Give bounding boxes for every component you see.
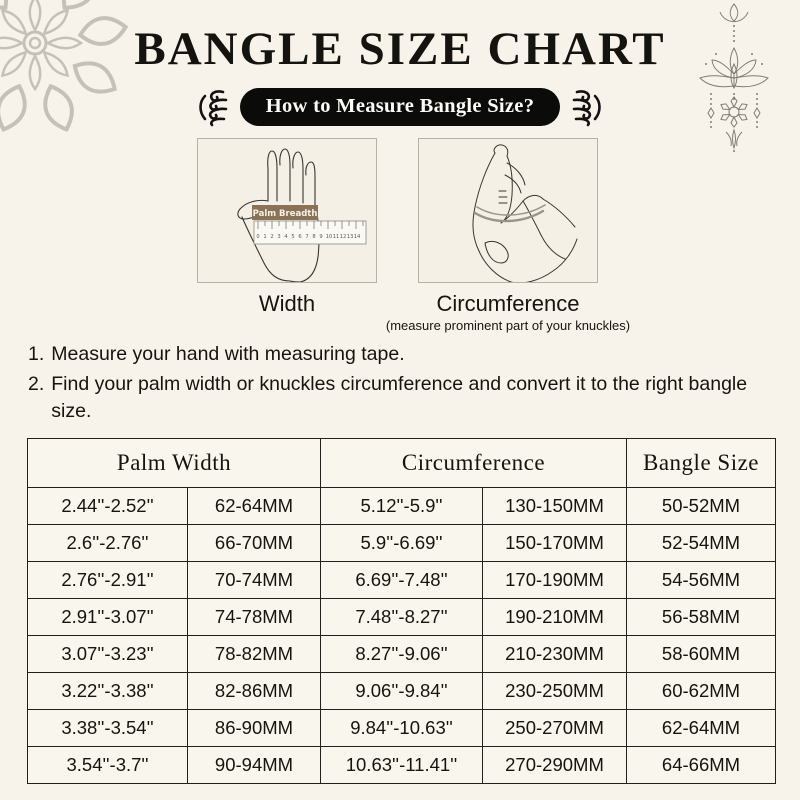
table-row: 2.76''-2.91'' 70-74MM 6.69''-7.48'' 170-… — [27, 561, 776, 599]
cell-palm-width-inch: 2.44''-2.52'' — [27, 487, 188, 525]
cell-bangle-size: 60-62MM — [626, 672, 776, 710]
table-header-row: Palm Width Circumference Bangle Size — [27, 438, 776, 488]
cell-palm-width-inch: 3.22''-3.38'' — [27, 672, 188, 710]
page-title: BANGLE SIZE CHART — [134, 23, 666, 75]
cell-bangle-size: 54-56MM — [626, 561, 776, 599]
cell-palm-width-inch: 2.6''-2.76'' — [27, 524, 188, 562]
cell-bangle-size: 58-60MM — [626, 635, 776, 673]
instruction-number: 1. — [28, 343, 45, 365]
cell-bangle-size: 56-58MM — [626, 598, 776, 636]
cell-circumference-mm: 230-250MM — [482, 672, 627, 710]
cell-circumference-inch: 9.06''-9.84'' — [320, 672, 483, 710]
svg-text:12: 12 — [340, 234, 347, 240]
svg-text:7: 7 — [305, 234, 308, 240]
list-item: 2. Find your palm width or knuckles circ… — [28, 371, 772, 426]
figure-circumference: Circumference (measure prominent part of… — [386, 138, 724, 333]
table-row: 3.38''-3.54'' 86-90MM 9.84''-10.63'' 250… — [27, 709, 776, 747]
cell-palm-width-inch: 3.54''-3.7'' — [27, 746, 188, 784]
svg-text:3: 3 — [277, 234, 280, 240]
subtitle-pill: How to Measure Bangle Size? — [239, 87, 561, 127]
column-header-bangle-size: Bangle Size — [626, 438, 776, 488]
svg-text:11: 11 — [333, 234, 340, 240]
svg-text:5: 5 — [291, 234, 294, 240]
column-header-circumference: Circumference — [320, 438, 627, 488]
table-row: 2.91''-3.07'' 74-78MM 7.48''-8.27'' 190-… — [27, 598, 776, 636]
subtitle-banner: How to Measure Bangle Size? — [0, 86, 800, 128]
table-row: 3.54''-3.7'' 90-94MM 10.63''-11.41'' 270… — [27, 746, 776, 784]
hand-with-measuring-tape-illustration — [418, 138, 598, 283]
cell-palm-width-mm: 70-74MM — [187, 561, 321, 599]
figure-circumference-caption: Circumference — [436, 291, 580, 316]
table-row: 2.6''-2.76'' 66-70MM 5.9''-6.69'' 150-17… — [27, 524, 776, 562]
svg-text:6: 6 — [298, 234, 301, 240]
instruction-text: Find your palm width or knuckles circumf… — [51, 372, 748, 423]
cell-palm-width-inch: 3.07''-3.23'' — [27, 635, 188, 673]
cell-circumference-mm: 190-210MM — [482, 598, 627, 636]
svg-text:14: 14 — [354, 234, 361, 240]
cell-circumference-inch: 5.9''-6.69'' — [320, 524, 483, 562]
instructions-list: 1. Measure your hand with measuring tape… — [28, 341, 772, 428]
cell-bangle-size: 50-52MM — [626, 487, 776, 525]
svg-text:1: 1 — [263, 234, 266, 240]
svg-text:Palm Breadth: Palm Breadth — [253, 209, 318, 219]
cell-circumference-mm: 250-270MM — [482, 709, 627, 747]
flourish-swirl-right-icon — [572, 90, 602, 127]
cell-palm-width-mm: 78-82MM — [187, 635, 321, 673]
instruction-text: Measure your hand with measuring tape. — [51, 343, 405, 365]
cell-circumference-inch: 7.48''-8.27'' — [320, 598, 483, 636]
cell-circumference-mm: 150-170MM — [482, 524, 627, 562]
list-item: 1. Measure your hand with measuring tape… — [28, 341, 772, 369]
cell-circumference-inch: 10.63''-11.41'' — [320, 746, 483, 784]
instruction-number: 2. — [28, 372, 45, 395]
cell-circumference-inch: 8.27''-9.06'' — [320, 635, 483, 673]
svg-text:8: 8 — [312, 234, 315, 240]
figure-circumference-subcaption: (measure prominent part of your knuckles… — [385, 318, 631, 333]
cell-palm-width-inch: 3.38''-3.54'' — [27, 709, 188, 747]
cell-palm-width-mm: 86-90MM — [187, 709, 321, 747]
cell-bangle-size: 62-64MM — [626, 709, 776, 747]
svg-text:0: 0 — [256, 234, 259, 240]
cell-palm-width-inch: 2.76''-2.91'' — [27, 561, 188, 599]
table-row: 2.44''-2.52'' 62-64MM 5.12''-5.9'' 130-1… — [27, 487, 776, 525]
figure-width-caption: Width — [258, 291, 316, 316]
cell-circumference-mm: 130-150MM — [482, 487, 627, 525]
cell-bangle-size: 52-54MM — [626, 524, 776, 562]
cell-circumference-mm: 270-290MM — [482, 746, 627, 784]
svg-text:13: 13 — [347, 234, 354, 240]
cell-palm-width-mm: 66-70MM — [187, 524, 321, 562]
cell-palm-width-mm: 62-64MM — [187, 487, 321, 525]
cell-circumference-mm: 210-230MM — [482, 635, 627, 673]
cell-bangle-size: 64-66MM — [626, 746, 776, 784]
bangle-size-table: Palm Width Circumference Bangle Size 2.4… — [27, 438, 776, 784]
table-row: 3.22''-3.38'' 82-86MM 9.06''-9.84'' 230-… — [27, 672, 776, 710]
cell-palm-width-mm: 74-78MM — [187, 598, 321, 636]
cell-palm-width-inch: 2.91''-3.07'' — [27, 598, 188, 636]
column-header-palm-width: Palm Width — [27, 438, 321, 488]
cell-palm-width-mm: 82-86MM — [187, 672, 321, 710]
cell-circumference-mm: 170-190MM — [482, 561, 627, 599]
table-row: 3.07''-3.23'' 78-82MM 8.27''-9.06'' 210-… — [27, 635, 776, 673]
svg-text:10: 10 — [326, 234, 333, 240]
svg-text:4: 4 — [284, 234, 288, 240]
flourish-swirl-left-icon — [198, 90, 228, 127]
cell-circumference-inch: 9.84''-10.63'' — [320, 709, 483, 747]
cell-circumference-inch: 6.69''-7.48'' — [320, 561, 483, 599]
svg-text:2: 2 — [270, 234, 273, 240]
cell-palm-width-mm: 90-94MM — [187, 746, 321, 784]
svg-text:9: 9 — [319, 234, 322, 240]
cell-circumference-inch: 5.12''-5.9'' — [320, 487, 483, 525]
